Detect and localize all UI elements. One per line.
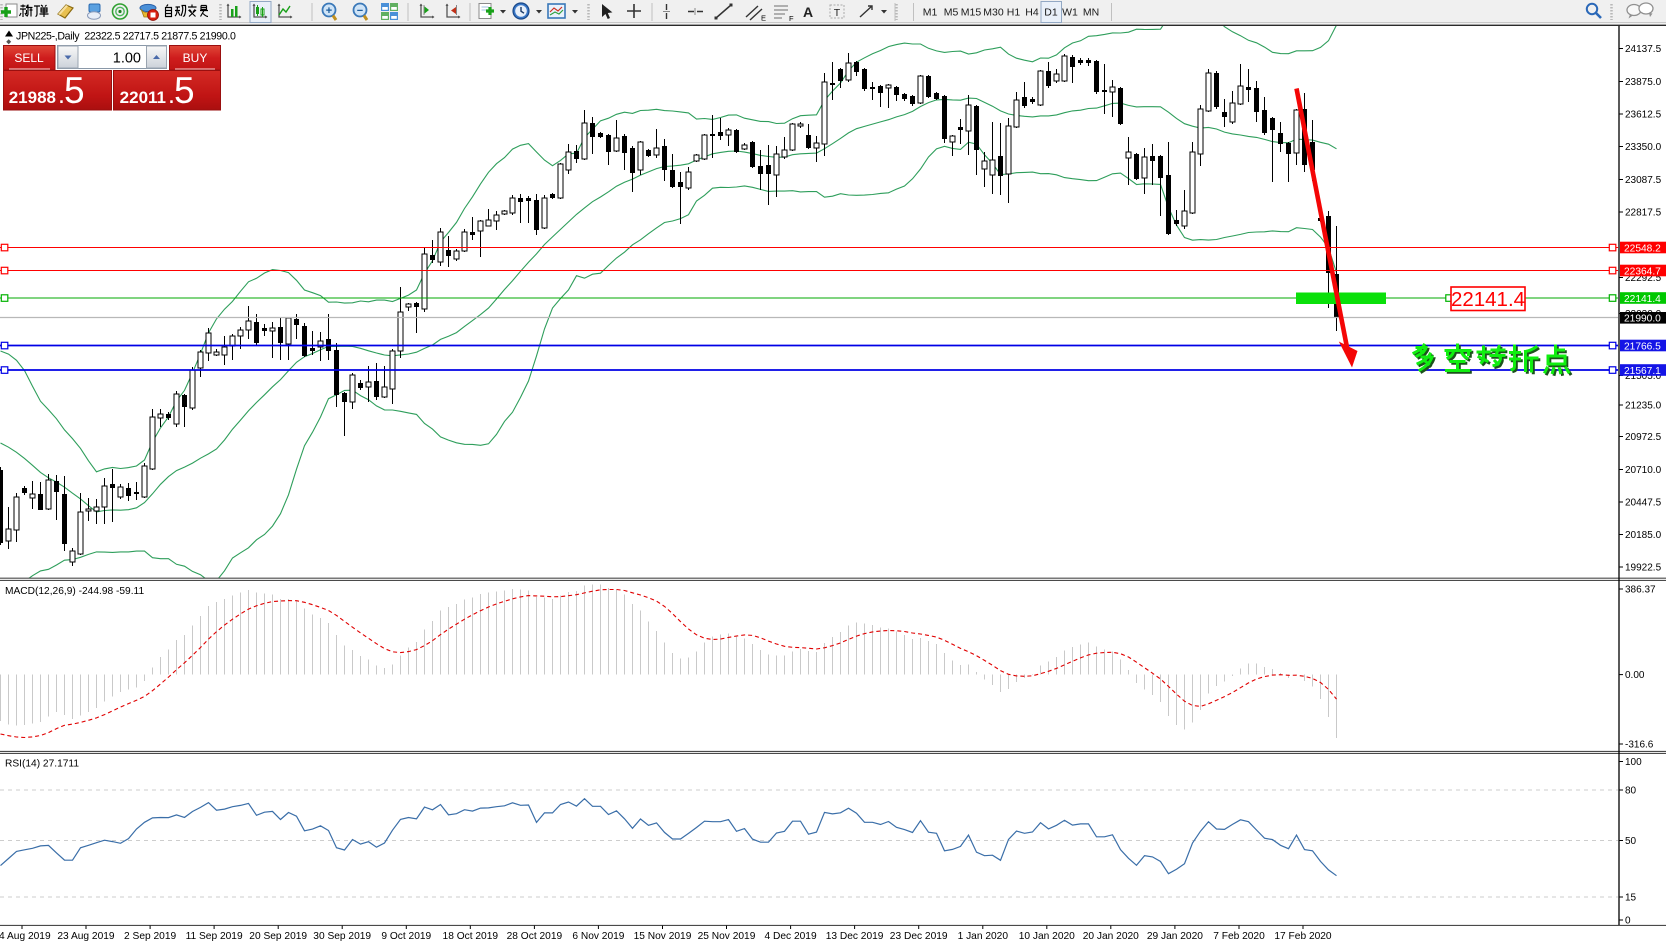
svg-text:0: 0	[1625, 916, 1631, 927]
svg-text:20972.5: 20972.5	[1625, 432, 1662, 443]
svg-text:F: F	[789, 14, 794, 23]
svg-text:4 Dec 2019: 4 Dec 2019	[765, 931, 817, 942]
svg-text:23 Aug 2019: 23 Aug 2019	[57, 931, 115, 942]
svg-text:20 Sep 2019: 20 Sep 2019	[249, 931, 307, 942]
svg-text:386.37: 386.37	[1625, 585, 1656, 596]
svg-text:22011: 22011	[120, 88, 166, 107]
svg-text:6 Nov 2019: 6 Nov 2019	[572, 931, 624, 942]
svg-text:1.00: 1.00	[113, 51, 141, 67]
svg-text:RSI(14) 27.1711: RSI(14) 27.1711	[5, 759, 79, 770]
svg-text:19922.5: 19922.5	[1625, 563, 1662, 574]
svg-text:20447.5: 20447.5	[1625, 498, 1662, 509]
svg-text:SELL: SELL	[14, 51, 44, 65]
svg-text:23612.5: 23612.5	[1625, 110, 1662, 121]
svg-text:28 Oct 2019: 28 Oct 2019	[507, 931, 563, 942]
svg-text:MN: MN	[1083, 7, 1099, 19]
svg-text:5: 5	[64, 70, 85, 111]
svg-text:21567.1: 21567.1	[1624, 366, 1661, 377]
svg-text:25 Nov 2019: 25 Nov 2019	[698, 931, 756, 942]
svg-text:T: T	[834, 7, 841, 19]
svg-text:BUY: BUY	[183, 51, 208, 65]
svg-text:5: 5	[174, 70, 195, 111]
svg-text:50: 50	[1625, 836, 1637, 847]
svg-text:100: 100	[1625, 757, 1642, 768]
svg-text:22141.4: 22141.4	[1451, 288, 1525, 311]
svg-text:20 Jan 2020: 20 Jan 2020	[1083, 931, 1139, 942]
svg-text:22817.5: 22817.5	[1625, 208, 1662, 219]
svg-text:10 Jan 2020: 10 Jan 2020	[1019, 931, 1075, 942]
svg-text:20710.0: 20710.0	[1625, 465, 1662, 476]
svg-text:23 Dec 2019: 23 Dec 2019	[890, 931, 948, 942]
svg-text:18 Oct 2019: 18 Oct 2019	[443, 931, 499, 942]
svg-text:M15: M15	[961, 7, 982, 19]
svg-text:.: .	[168, 81, 175, 109]
svg-text:7 Feb 2020: 7 Feb 2020	[1213, 931, 1265, 942]
svg-text:2 Sep 2019: 2 Sep 2019	[124, 931, 176, 942]
svg-text:15: 15	[1625, 893, 1637, 904]
svg-text:23350.0: 23350.0	[1625, 142, 1662, 153]
svg-text:H1: H1	[1007, 7, 1021, 19]
svg-text:29 Jan 2020: 29 Jan 2020	[1147, 931, 1203, 942]
svg-text:22141.4: 22141.4	[1624, 294, 1661, 305]
svg-text:21505.0: 21505.0	[1625, 371, 1662, 382]
svg-text:1 Jan 2020: 1 Jan 2020	[958, 931, 1009, 942]
svg-text:H4: H4	[1025, 7, 1039, 19]
svg-text:22548.2: 22548.2	[1624, 243, 1661, 254]
svg-text:22292.5: 22292.5	[1625, 273, 1662, 284]
svg-text:M1: M1	[923, 7, 938, 19]
svg-text:23087.5: 23087.5	[1625, 175, 1662, 186]
svg-text:13 Dec 2019: 13 Dec 2019	[826, 931, 884, 942]
svg-text:24137.5: 24137.5	[1625, 44, 1662, 55]
svg-text:30 Sep 2019: 30 Sep 2019	[313, 931, 371, 942]
svg-text:21766.5: 21766.5	[1624, 341, 1661, 352]
svg-text:M30: M30	[983, 7, 1004, 19]
svg-text:MACD(12,26,9) -244.98 -59.11: MACD(12,26,9) -244.98 -59.11	[5, 586, 144, 597]
svg-text:0.00: 0.00	[1625, 670, 1645, 681]
svg-text:−: −	[357, 5, 363, 17]
svg-text:14 Aug 2019: 14 Aug 2019	[0, 931, 51, 942]
svg-text:-316.6: -316.6	[1625, 740, 1654, 751]
svg-text:A: A	[803, 4, 813, 20]
svg-text:.: .	[58, 81, 65, 109]
svg-text:21988: 21988	[9, 88, 56, 107]
svg-text:23875.0: 23875.0	[1625, 77, 1662, 88]
svg-text:21235.0: 21235.0	[1625, 401, 1662, 412]
svg-text:E: E	[761, 14, 766, 23]
svg-text:17 Feb 2020: 17 Feb 2020	[1274, 931, 1332, 942]
svg-text:80: 80	[1625, 786, 1637, 797]
svg-text:21990.0: 21990.0	[1624, 314, 1661, 325]
svg-text:+: +	[326, 5, 332, 17]
svg-text:D1: D1	[1044, 7, 1058, 19]
svg-text:JPN225-,Daily 22322.5 22717.5: JPN225-,Daily 22322.5 22717.5 21877.5 21…	[16, 31, 236, 43]
svg-text:20185.0: 20185.0	[1625, 530, 1662, 541]
svg-text:22364.7: 22364.7	[1624, 266, 1661, 277]
svg-text:15 Nov 2019: 15 Nov 2019	[634, 931, 692, 942]
svg-text:9 Oct 2019: 9 Oct 2019	[381, 931, 431, 942]
svg-text:M5: M5	[944, 7, 959, 19]
svg-text:11 Sep 2019: 11 Sep 2019	[186, 931, 243, 942]
svg-text:W1: W1	[1062, 7, 1078, 19]
